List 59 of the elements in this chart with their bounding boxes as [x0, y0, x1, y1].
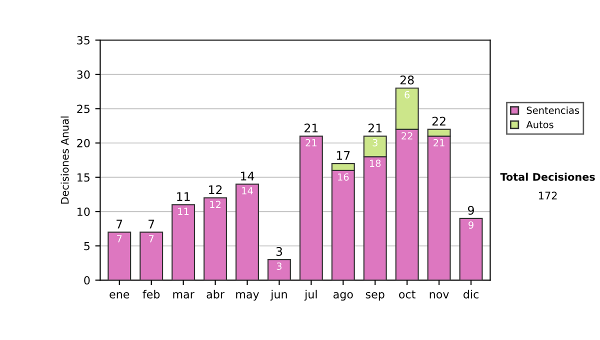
- x-tick-label: mar: [173, 292, 194, 298]
- total-label: 12: [209, 185, 222, 194]
- data-label: 21: [434, 139, 444, 146]
- y-tick-label: 0: [84, 276, 90, 285]
- y-tick-label: 10: [78, 208, 90, 216]
- x-tick-label: may: [236, 292, 260, 301]
- total-label: 17: [336, 151, 350, 160]
- y-tick-label: 5: [84, 242, 90, 250]
- x-tick-label: sep: [366, 292, 384, 301]
- x-tick-label: feb: [142, 290, 160, 298]
- data-label: 9: [468, 221, 474, 229]
- bar: [172, 204, 196, 280]
- data-label: 3: [372, 139, 378, 146]
- x-tick-label: jun: [270, 290, 287, 301]
- total-label: 9: [468, 206, 474, 215]
- data-label: 7: [149, 235, 154, 242]
- total-label: 7: [116, 220, 122, 228]
- total-label: 21: [304, 124, 318, 132]
- y-tick-label: 20: [77, 138, 90, 148]
- bar: [108, 232, 132, 280]
- data-label: 3: [276, 262, 282, 270]
- bar: [459, 218, 483, 280]
- data-label: 11: [178, 208, 189, 215]
- data-label: 12: [210, 200, 220, 208]
- text: Total Decisiones: [500, 172, 595, 181]
- y-tick-label: 25: [77, 104, 90, 114]
- text: 172: [539, 192, 557, 200]
- total-label: 11: [177, 192, 190, 201]
- x-tick-label: nov: [430, 292, 449, 298]
- x-tick-label: abr: [206, 290, 224, 298]
- total-label: 7: [148, 220, 154, 228]
- total-label: 14: [241, 172, 254, 180]
- y-tick-label: 15: [78, 173, 90, 182]
- data-label: 7: [117, 235, 122, 242]
- bar: [267, 259, 291, 280]
- total-label: 22: [432, 116, 446, 126]
- x-tick-label: ene: [110, 292, 130, 298]
- total-label: 28: [400, 76, 414, 84]
- bar: [140, 232, 164, 280]
- x-tick-label: ago: [333, 292, 353, 301]
- data-label: 18: [370, 160, 381, 167]
- bar: [299, 136, 323, 280]
- x-tick-label: oct: [399, 290, 416, 298]
- x-tick-label: dic: [464, 290, 478, 298]
- total-label: 21: [368, 124, 382, 132]
- data-label: 16: [338, 173, 349, 181]
- total-label: 3: [276, 246, 282, 256]
- bar: [204, 197, 228, 280]
- data-label: 14: [242, 187, 253, 194]
- legend-label: Sentencias: [526, 106, 580, 114]
- bar: [236, 184, 259, 280]
- data-label: 21: [306, 139, 316, 146]
- x-tick-label: jul: [304, 290, 317, 301]
- y-axis-title: Decisiones Anual: [60, 116, 69, 204]
- data-label: 22: [402, 132, 412, 140]
- y-tick-label: 30: [77, 70, 90, 79]
- legend-label: Autos: [526, 121, 554, 128]
- data-label: 6: [404, 91, 410, 98]
- y-tick-label: 35: [77, 36, 90, 44]
